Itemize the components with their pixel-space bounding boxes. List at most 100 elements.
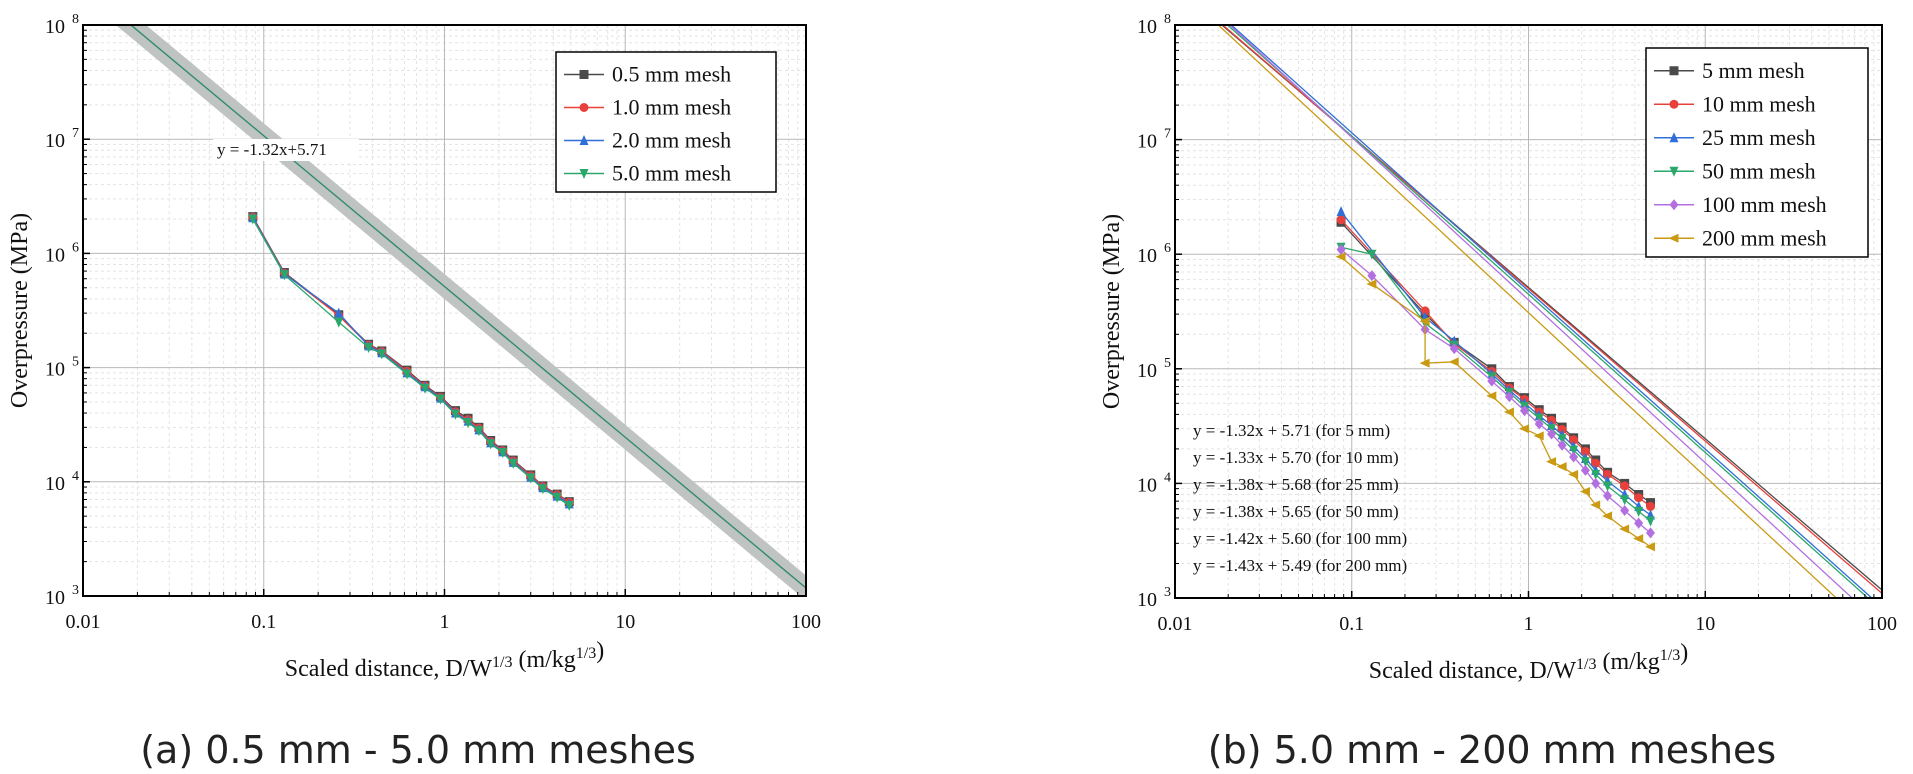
y-tick-label: 10 [45,473,65,495]
legend-marker [1669,199,1679,211]
data-point [1579,486,1590,496]
data-point [1367,249,1377,260]
y-tick-exponent: 6 [1164,241,1171,256]
legend-label: 5.0 mm mesh [612,161,731,186]
data-point [1533,431,1544,441]
data-point [1568,469,1579,479]
data-point [526,473,536,484]
legend-item: 0.5 mm mesh [564,62,731,87]
fit-label-background [213,139,359,161]
legend-marker [1669,166,1679,177]
series-4 [248,214,574,512]
data-point [334,307,344,318]
x-tick-label: 0.1 [251,611,276,633]
data-point [1547,428,1557,440]
data-point [1591,477,1601,489]
legend-label: 50 mm mesh [1702,158,1816,183]
data-point [279,270,289,281]
legend-item: 25 mm mesh [1654,125,1816,150]
data-point [1534,418,1544,430]
y-tick-label: 10 [1137,16,1157,38]
y-tick-exponent: 8 [72,12,79,27]
y-tick-label: 10 [45,244,65,266]
y-tick-label: 10 [45,359,65,381]
fit-equation: y = -1.38x + 5.68 (for 25 mm) [1193,475,1399,494]
series-line [1340,221,1651,504]
fit-equation: y = -1.33x + 5.70 (for 10 mm) [1193,448,1399,467]
y-tick-exponent: 7 [1164,127,1171,142]
y-axis-title: Overpressure (MPa) [1099,214,1125,409]
data-point [474,426,484,437]
data-point [1645,527,1655,539]
data-point [486,439,496,450]
fit-line-1 [1221,25,1882,594]
data-point [1366,279,1377,289]
legend: 5 mm mesh 10 mm mesh 25 mm mesh 50 mm mesh 1… [1645,47,1869,258]
caption-right: (b) 5.0 mm - 200 mm meshes [1207,728,1777,772]
legend-item: 2.0 mm mesh [564,128,731,153]
data-point [1619,524,1630,534]
data-point [508,458,518,469]
legend-item: 200 mm mesh [1654,225,1827,250]
data-point [334,317,344,328]
data-point [1569,451,1579,463]
legend-marker [1669,132,1679,143]
fit-equation: y = -1.38x + 5.65 (for 50 mm) [1193,502,1399,521]
chart-left: y = -1.32x+5.71 0.01 0.1 1 10 100 10 3 10 4 10 5 10 6… [7,12,821,682]
fit-equation: y = -1.43x + 5.49 (for 200 mm) [1193,556,1407,575]
legend-label: 1.0 mm mesh [612,95,731,120]
data-point [1367,270,1377,282]
data-point [498,448,508,459]
series-line [252,218,570,507]
y-tick-exponent: 3 [72,583,79,598]
data-point [1634,493,1644,503]
y-tick-label: 10 [1137,589,1157,611]
data-point [1449,343,1459,355]
x-tick-label: 10 [1695,613,1715,635]
legend-marker [579,169,589,179]
series-line [1340,211,1651,516]
legend-item: 5 mm mesh [1654,58,1805,83]
data-point [1335,252,1346,262]
legend-box [1645,47,1869,258]
data-point [1557,439,1567,451]
data-point [1486,391,1497,401]
x-tick-label: 100 [1867,613,1897,635]
data-point [552,492,562,503]
data-point [1503,407,1514,417]
fit-line-5 [1217,25,1838,598]
y-tick-exponent: 5 [1164,356,1171,371]
legend-label: 10 mm mesh [1702,91,1816,116]
plot-area [115,25,806,596]
y-tick-exponent: 8 [1164,12,1171,27]
y-tick-label: 10 [1137,245,1157,267]
data-point [1557,434,1567,445]
data-point [402,369,412,380]
data-point [1546,457,1557,467]
legend-label: 100 mm mesh [1702,192,1827,217]
y-axis-title: Overpressure (MPa) [7,213,33,408]
legend-marker [579,135,589,145]
grid [82,24,807,597]
legend-label: 2.0 mm mesh [612,128,731,153]
legend-marker [1668,233,1679,243]
x-tick-label: 0.01 [66,611,101,633]
data-point [1644,542,1655,552]
x-tick-label: 100 [791,611,821,633]
legend-label: 200 mm mesh [1702,225,1827,250]
legend-item: 5.0 mm mesh [564,161,731,186]
data-point [1419,316,1430,326]
fit-equation: y = -1.32x+5.71 [217,140,327,159]
data-point [1336,243,1346,255]
data-point [248,214,258,225]
legend-marker [1669,99,1679,109]
data-point [1580,457,1590,468]
legend-box [555,51,777,193]
legend-marker [579,70,589,79]
data-point [463,418,473,429]
fit-line [129,25,806,589]
data-point [1603,481,1613,492]
data-point [1504,391,1514,403]
confidence-band [115,25,806,596]
x-tick-label: 1 [1524,613,1534,635]
